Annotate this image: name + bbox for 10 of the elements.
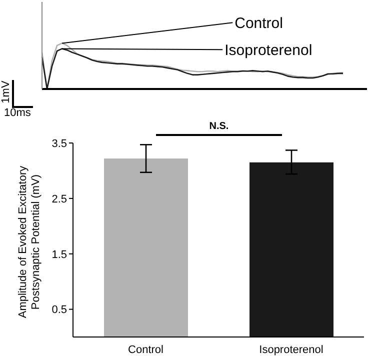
text: 10ms [4, 107, 31, 119]
text: N.S. [208, 121, 230, 132]
y-tick-label: 2.5 [52, 193, 67, 206]
text: 1mV [0, 80, 12, 104]
series-label: Isoproterenol [224, 42, 312, 59]
text: Control [234, 14, 283, 32]
y-tick-label: 1.5 [52, 248, 67, 261]
y-tick-label: 3.5 [52, 138, 67, 150]
y-axis-title: Amplitude of Evoked Excitatory Postsynaptic Potential (mV) [17, 165, 42, 318]
y-tick-label: 0.5 [52, 304, 67, 316]
